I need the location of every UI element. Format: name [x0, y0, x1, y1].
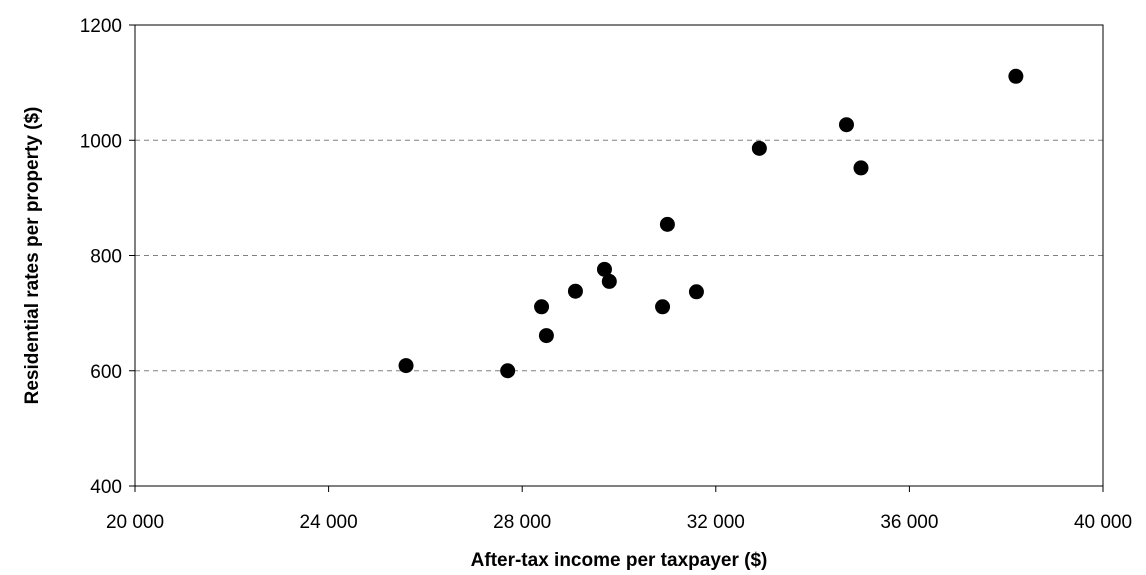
x-tick-label: 20 000	[106, 512, 164, 533]
x-tick-label: 24 000	[300, 512, 358, 533]
gridlines	[135, 139, 1103, 372]
data-point	[688, 284, 704, 300]
data-point	[398, 358, 414, 374]
data-point	[596, 261, 612, 277]
data-point	[534, 299, 550, 315]
x-tick-label: 32 000	[687, 512, 745, 533]
data-point	[751, 140, 767, 156]
x-axis-tick-labels: 20 000 24 000 28 000 32 000 36 000 40 000	[106, 512, 1132, 533]
x-tick-label: 28 000	[493, 512, 551, 533]
axis-ticks	[129, 24, 1104, 492]
y-tick-label: 1200	[80, 16, 122, 37]
data-point	[567, 283, 583, 299]
data-point	[655, 299, 671, 315]
y-tick-label: 800	[90, 247, 122, 268]
y-tick-label: 600	[90, 362, 122, 383]
x-tick-label: 40 000	[1074, 512, 1132, 533]
data-point	[659, 216, 675, 232]
data-point	[500, 363, 516, 379]
y-tick-label: 1000	[80, 131, 122, 152]
x-axis-title: After-tax income per taxpayer ($)	[471, 550, 768, 571]
data-points	[398, 68, 1024, 379]
x-tick-label: 36 000	[880, 512, 938, 533]
y-axis-tick-labels: 400 600 800 1000 1200	[80, 16, 122, 498]
data-point	[601, 273, 617, 289]
y-axis-title: Residential rates per property ($)	[22, 107, 43, 405]
data-point	[838, 117, 854, 133]
y-tick-label: 400	[90, 477, 122, 498]
data-point	[853, 160, 869, 176]
data-point	[1008, 68, 1024, 84]
data-point	[538, 328, 554, 344]
